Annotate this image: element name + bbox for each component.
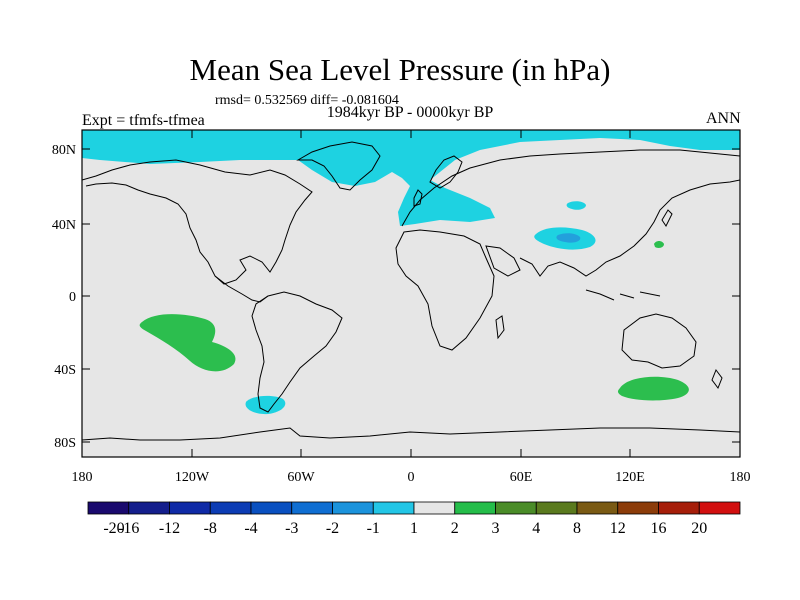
tibet-core-anomaly (556, 233, 581, 243)
arabia-coast (485, 245, 521, 277)
colorbar-swatch (291, 501, 333, 515)
colorbar-swatch (372, 501, 415, 515)
pacific-positive-anomaly (139, 314, 236, 372)
colorbar-swatch (658, 501, 700, 515)
lat-label-80n: 80N (52, 143, 76, 158)
season-label: ANN (706, 110, 741, 127)
colorbar-tick-label: 12 (610, 520, 626, 537)
colorbar-tick-label: 1 (410, 520, 418, 537)
colorbar-tick-label: 2 (451, 520, 459, 537)
colorbar-tick-label: -12 (159, 520, 180, 537)
south-america-negative-anomaly (245, 395, 286, 415)
colorbar-swatch (698, 501, 741, 515)
arctic-negative-anomaly (82, 130, 740, 226)
colorbar-swatch (87, 501, 130, 515)
colorbar-swatch (495, 501, 537, 515)
colorbar-tick-label: -2 (326, 520, 339, 537)
lon-label-180e: 180 (730, 470, 751, 485)
lon-label-180w: 180 (72, 470, 93, 485)
indonesia-coast (585, 289, 661, 301)
colorbar-swatch (250, 501, 293, 515)
map-panel (82, 130, 740, 457)
colorbar-swatch (209, 501, 252, 515)
colorbar-tick-label: 3 (492, 520, 500, 537)
scandinavia-coast (429, 155, 463, 189)
colorbar-tick-label: -8 (204, 520, 217, 537)
colorbar-tick-label: 8 (573, 520, 581, 537)
colorbar-tick-label: 16 (651, 520, 667, 537)
greenland-coast (296, 141, 381, 191)
lon-label-0: 0 (408, 470, 415, 485)
japan-positive-anomaly (654, 241, 664, 248)
antarctica-coast (82, 427, 740, 441)
colorbar-swatch (169, 501, 211, 515)
coastlines (82, 141, 740, 441)
colorbar-swatch (332, 501, 374, 515)
rmsd-diff-text: rmsd= 0.532569 diff= -0.081604 (215, 93, 399, 108)
lon-label-60w: 60W (287, 470, 315, 485)
colorbar-tick-label: 4 (532, 520, 540, 537)
experiment-label: Expt = tfmfs-tfmea (82, 112, 205, 129)
uk-coast (413, 189, 423, 207)
asia-south-coast (519, 179, 740, 277)
north-america-coast (82, 159, 313, 285)
colorbar-swatch (535, 501, 578, 515)
colorbar-swatch (128, 501, 170, 515)
colorbar-tick-label: -20 (103, 520, 124, 537)
colorbar-tick-label: -1 (367, 520, 380, 537)
latitude-axis: 80N 40N 0 40S 80S (52, 143, 76, 451)
madagascar-coast (495, 315, 505, 340)
colorbar-swatch (413, 501, 456, 515)
longitude-ticks (191, 130, 631, 457)
japan-coast (661, 209, 673, 227)
lat-label-0: 0 (69, 290, 76, 305)
anomaly-shading (82, 130, 740, 415)
africa-coast (395, 229, 495, 351)
australia-positive-anomaly (617, 376, 689, 401)
colorbar-tick-label: -16 (118, 520, 139, 537)
lon-label-60e: 60E (510, 470, 533, 485)
colorbar-tick-label: -3 (285, 520, 298, 537)
latitude-ticks (82, 148, 740, 443)
period-label: 1984kyr BP - 0000kyr BP (326, 104, 494, 121)
lat-label-40s: 40S (54, 363, 76, 378)
lat-label-80s: 80S (54, 436, 76, 451)
lat-label-40n: 40N (52, 218, 76, 233)
lon-label-120w: 120W (175, 470, 210, 485)
australia-coast (621, 313, 697, 369)
colorbar-swatch (617, 501, 659, 515)
south-america-coast (251, 291, 343, 413)
lon-label-120e: 120E (615, 470, 645, 485)
europe-asia-coast (401, 149, 740, 227)
colorbar: -16 -12 -8 -4 -3 -2 -1 1 2 3 4 8 12 16 20-20 (87, 501, 741, 537)
colorbar-tick-label: 20 (691, 520, 707, 537)
colorbar-swatch (576, 501, 619, 515)
new-zealand-coast (711, 368, 723, 390)
central-asia-negative-anomaly (566, 201, 586, 210)
map-title: Mean Sea Level Pressure (in hPa) (189, 52, 611, 87)
longitude-axis: 180 120W 60W 0 60E 120E 180 (72, 470, 751, 485)
colorbar-tick-label: -4 (244, 520, 257, 537)
colorbar-swatch (454, 501, 496, 515)
